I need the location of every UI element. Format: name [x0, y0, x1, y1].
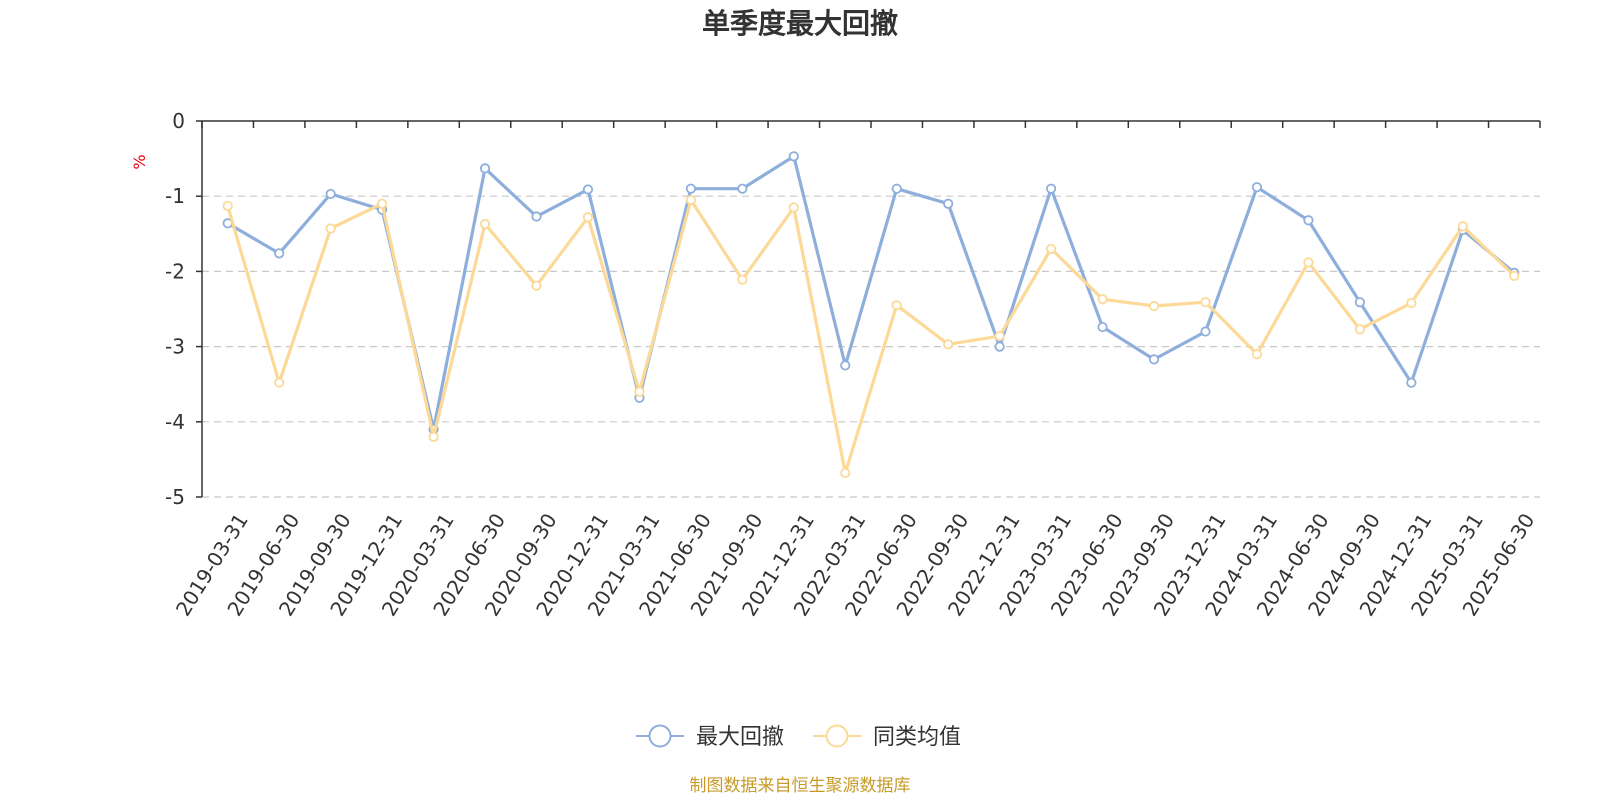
y-tick-label: -4	[165, 410, 185, 434]
data-point[interactable]	[1200, 297, 1211, 308]
data-point[interactable]	[531, 211, 542, 222]
y-tick-label: -3	[165, 335, 185, 359]
data-point[interactable]	[891, 183, 902, 194]
source-note: 制图数据来自恒生聚源数据库	[690, 776, 911, 796]
data-point[interactable]	[479, 218, 491, 230]
data-point[interactable]	[634, 386, 645, 397]
data-point[interactable]	[788, 202, 799, 213]
data-point[interactable]	[1406, 377, 1417, 388]
axes	[196, 120, 1541, 498]
data-point[interactable]	[1406, 297, 1417, 309]
data-point[interactable]	[1046, 183, 1057, 194]
data-point[interactable]	[531, 280, 542, 291]
legend-label: 最大回撤	[696, 725, 784, 750]
data-point[interactable]	[737, 183, 748, 194]
legend-swatch-marker	[648, 724, 672, 748]
data-point[interactable]	[788, 151, 799, 162]
series-line-0	[226, 154, 1516, 431]
data-point[interactable]	[1457, 221, 1468, 232]
data-point[interactable]	[685, 183, 696, 194]
chart-title: 单季度最大回撤	[702, 7, 898, 40]
data-point[interactable]	[1200, 326, 1211, 337]
data-point[interactable]	[1509, 270, 1520, 282]
data-point[interactable]	[1303, 215, 1314, 226]
legend-swatch-marker	[825, 724, 849, 748]
y-tick-label: -5	[165, 485, 185, 509]
data-point[interactable]	[479, 163, 491, 174]
data-point[interactable]	[1354, 297, 1365, 308]
data-point[interactable]	[891, 300, 902, 311]
data-point[interactable]	[274, 248, 285, 259]
data-point[interactable]	[840, 467, 851, 479]
data-point[interactable]	[325, 223, 336, 234]
legend[interactable]: 最大回撤 同类均值	[636, 724, 961, 750]
x-tick-labels: 2019-03-312019-06-302019-09-302019-12-31…	[171, 509, 1539, 620]
data-point[interactable]	[1097, 294, 1108, 305]
data-point[interactable]	[1354, 324, 1365, 335]
data-point[interactable]	[428, 431, 439, 442]
y-tick-label: 0	[172, 109, 185, 133]
data-point[interactable]	[994, 341, 1005, 352]
grid-lines	[202, 195, 1540, 498]
data-point[interactable]	[1303, 257, 1314, 268]
data-point[interactable]	[685, 194, 696, 206]
data-point[interactable]	[1148, 354, 1160, 365]
y-axis-unit: %	[130, 154, 149, 169]
data-point[interactable]	[274, 377, 285, 388]
legend-label: 同类均值	[873, 725, 961, 750]
y-tick-label: -1	[165, 184, 185, 208]
data-point[interactable]	[582, 212, 594, 223]
data-point[interactable]	[1251, 182, 1263, 193]
data-point[interactable]	[840, 360, 851, 371]
data-point[interactable]	[943, 198, 954, 209]
data-point[interactable]	[737, 274, 748, 285]
data-point[interactable]	[1148, 300, 1160, 312]
data-point[interactable]	[377, 198, 388, 209]
data-point[interactable]	[1251, 349, 1263, 360]
data-point[interactable]	[222, 200, 233, 212]
data-point[interactable]	[325, 188, 336, 200]
data-point[interactable]	[994, 330, 1005, 342]
series	[222, 151, 1520, 479]
legend-item-1[interactable]: 同类均值	[813, 724, 961, 750]
data-point[interactable]	[1097, 321, 1108, 333]
data-point[interactable]	[582, 184, 594, 195]
series-line-1	[226, 198, 1516, 475]
data-point[interactable]	[1046, 243, 1057, 254]
legend-item-0[interactable]: 最大回撤	[636, 724, 784, 750]
y-tick-label: -2	[165, 259, 185, 283]
data-point[interactable]	[943, 339, 954, 350]
y-tick-labels: 0 -1 -2 -3 -4 -5	[165, 109, 185, 509]
